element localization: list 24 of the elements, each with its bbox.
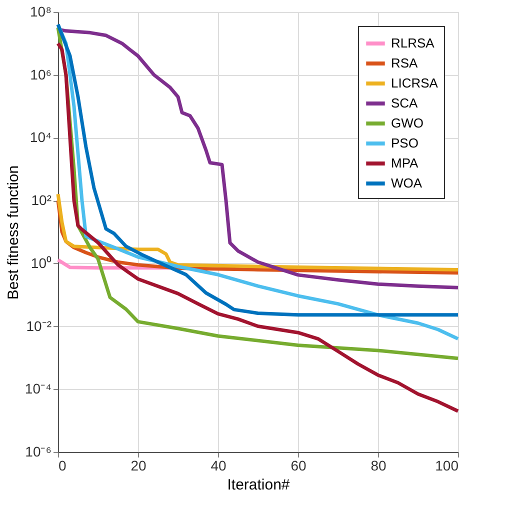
legend-label: PSO bbox=[391, 136, 418, 150]
x-tick-label: 60 bbox=[290, 458, 306, 474]
x-tick-label: 0 bbox=[58, 458, 66, 474]
x-tick-label: 40 bbox=[210, 458, 226, 474]
x-tick-label: 100 bbox=[435, 458, 459, 474]
legend-label: MPA bbox=[391, 156, 419, 170]
legend-label: SCA bbox=[391, 96, 418, 110]
y-tick-label: 10⁸ bbox=[30, 4, 52, 20]
y-tick-label: 10⁴ bbox=[30, 129, 52, 146]
y-axis-title: Best fitness function bbox=[4, 165, 22, 300]
y-tick-label: 10⁰ bbox=[30, 254, 52, 271]
legend-label: LICRSA bbox=[391, 76, 438, 90]
x-axis-title: Iteration# bbox=[227, 476, 290, 494]
legend-label: RSA bbox=[391, 56, 418, 70]
y-tick-label: 10² bbox=[31, 192, 52, 208]
x-tick-label: 20 bbox=[130, 458, 146, 474]
legend-label: RLRSA bbox=[391, 36, 435, 50]
y-tick-label: 10⁻⁶ bbox=[25, 444, 52, 460]
y-tick-label: 10⁶ bbox=[30, 66, 52, 82]
x-tick-label: 80 bbox=[370, 458, 386, 474]
y-tick-label: 10⁻⁴ bbox=[24, 380, 52, 397]
legend-label: WOA bbox=[391, 176, 422, 190]
legend-label: GWO bbox=[391, 116, 424, 130]
y-tick-label: 10⁻² bbox=[26, 318, 52, 334]
